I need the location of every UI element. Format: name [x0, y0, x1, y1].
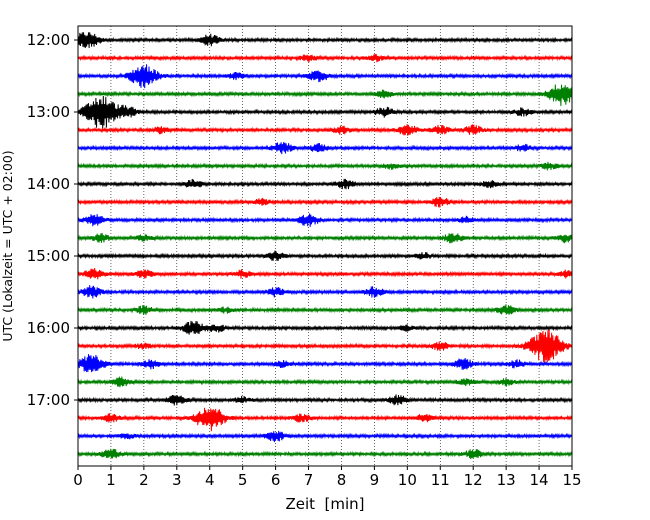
trace-line: [77, 448, 573, 460]
x-tick-label: 15: [562, 471, 581, 489]
x-tick-label: 4: [205, 471, 215, 489]
x-tick-label: 6: [271, 471, 281, 489]
y-tick-label: 16:00: [27, 319, 70, 337]
trace-line: [77, 320, 573, 335]
x-tick-label: 14: [530, 471, 549, 489]
trace-line: [77, 96, 573, 129]
trace-line: [77, 394, 573, 406]
trace-line: [77, 232, 573, 244]
trace-line: [77, 53, 573, 63]
x-tick-label: 9: [370, 471, 380, 489]
trace-line: [77, 124, 573, 136]
x-tick-label: 11: [431, 471, 450, 489]
trace-line: [77, 32, 573, 49]
trace-line: [77, 142, 573, 155]
x-gridlines: [110, 26, 540, 466]
y-axis-ticks: 12:00 13:00 14:00 15:00 16:00 17:00: [27, 31, 78, 409]
trace-line: [77, 250, 573, 262]
trace-line: [77, 161, 573, 171]
x-tick-label: 10: [398, 471, 417, 489]
y-tick-label: 17:00: [27, 391, 70, 409]
x-tick-label: 2: [139, 471, 149, 489]
x-tick-label: 12: [464, 471, 483, 489]
trace-line: [77, 430, 573, 443]
trace-line: [77, 178, 573, 190]
trace-line: [77, 84, 573, 106]
y-tick-label: 13:00: [27, 103, 70, 121]
y-tick-label: 15:00: [27, 247, 70, 265]
trace-line: [77, 354, 573, 373]
x-tick-label: 5: [238, 471, 248, 489]
y-axis-label: UTC (Lokalzeit = UTC + 02:00): [0, 150, 15, 341]
trace-line: [77, 64, 573, 89]
trace-line: [77, 285, 573, 299]
trace-line: [77, 329, 573, 363]
plot-frame: [77, 25, 573, 467]
trace-line: [77, 267, 573, 280]
trace-line: [77, 213, 573, 227]
trace-line: [77, 407, 573, 432]
y-tick-label: 14:00: [27, 175, 70, 193]
trace-group: [77, 32, 573, 460]
x-tick-label: 1: [106, 471, 116, 489]
x-tick-label: 0: [73, 471, 83, 489]
trace-line: [77, 196, 573, 208]
y-tick-label: 12:00: [27, 31, 70, 49]
trace-line: [77, 304, 573, 315]
x-axis-label: Zeit [min]: [285, 495, 364, 513]
x-tick-label: 3: [172, 471, 182, 489]
x-tick-label: 8: [337, 471, 347, 489]
x-axis-ticks: 0 1 2 3 4 5 6 7 8 9 10 11 12 13 14 15: [73, 466, 582, 489]
x-tick-label: 13: [497, 471, 516, 489]
x-tick-label: 7: [304, 471, 314, 489]
trace-line: [77, 376, 573, 388]
